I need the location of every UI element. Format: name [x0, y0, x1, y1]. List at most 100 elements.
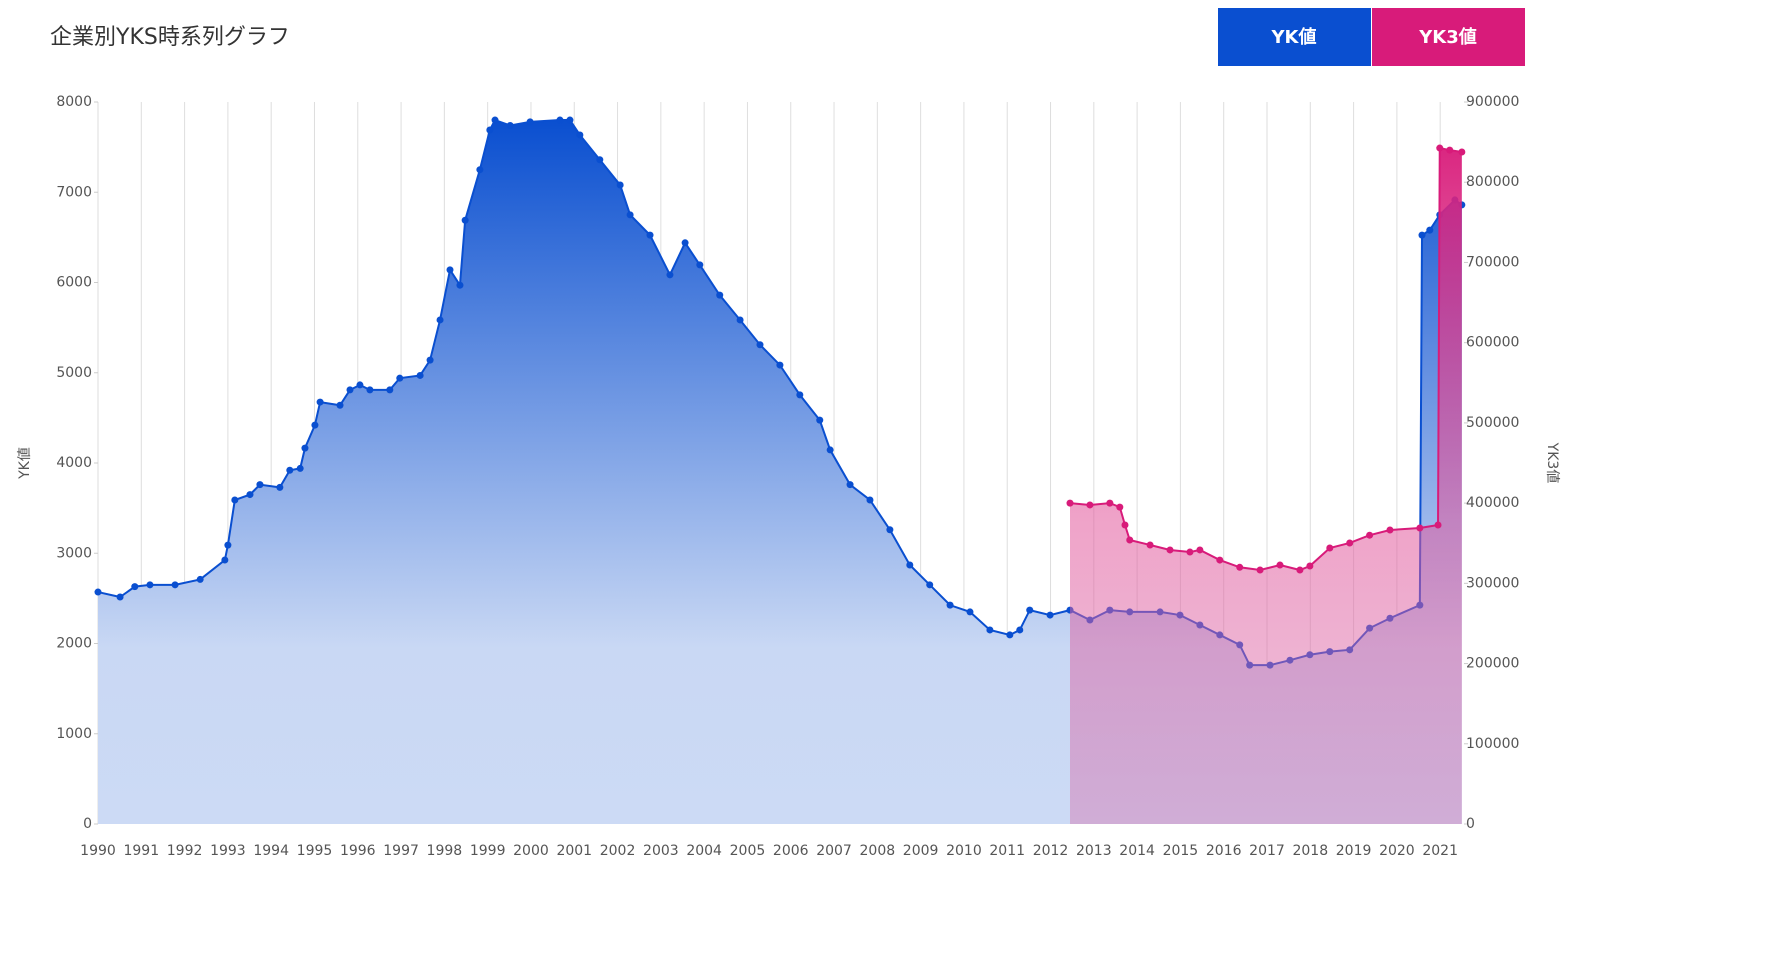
- y2-tick-label: 300000: [1466, 575, 1519, 591]
- data-point: [826, 446, 834, 454]
- data-point: [146, 581, 154, 589]
- area: [1070, 148, 1462, 825]
- x-tick-label: 2021: [1422, 843, 1458, 859]
- data-point: [1256, 566, 1264, 574]
- data-point: [736, 316, 744, 324]
- data-point: [1186, 548, 1194, 556]
- data-point: [1236, 563, 1244, 571]
- data-point: [486, 126, 494, 134]
- x-tick-label: 2020: [1379, 843, 1415, 859]
- data-point: [716, 291, 724, 299]
- data-point: [1436, 144, 1444, 152]
- y-tick-label: 4000: [56, 455, 92, 471]
- y-tick-label: 1000: [56, 726, 92, 742]
- data-point: [1346, 539, 1354, 547]
- data-point: [506, 121, 514, 129]
- data-point: [426, 356, 434, 364]
- data-point: [1426, 226, 1434, 234]
- data-point: [1086, 501, 1094, 509]
- data-point: [1146, 541, 1154, 549]
- data-point: [131, 583, 139, 591]
- data-point: [316, 398, 324, 406]
- x-tick-label: 2007: [816, 843, 852, 859]
- data-point: [1326, 544, 1334, 552]
- data-point: [666, 271, 674, 279]
- x-tick-label: 2013: [1076, 843, 1112, 859]
- data-point: [626, 211, 634, 219]
- data-point: [491, 116, 499, 124]
- data-point: [1446, 146, 1454, 154]
- data-point: [1196, 546, 1204, 554]
- x-tick-label: 2017: [1249, 843, 1285, 859]
- data-point: [986, 626, 994, 634]
- y2-tick-label: 900000: [1466, 94, 1519, 110]
- x-tick-label: 2002: [600, 843, 636, 859]
- chart-title: 企業別YKS時系列グラフ: [50, 25, 290, 50]
- y-tick-label: 8000: [56, 94, 92, 110]
- data-point: [1116, 503, 1124, 511]
- data-point: [1416, 524, 1424, 532]
- x-tick-label: 2018: [1292, 843, 1328, 859]
- data-point: [476, 166, 484, 174]
- x-tick-label: 1990: [80, 843, 116, 859]
- legend-label: YK3値: [1418, 26, 1477, 48]
- x-tick-label: 2010: [946, 843, 982, 859]
- data-point: [311, 421, 319, 429]
- data-point: [846, 481, 854, 489]
- data-point: [1121, 521, 1129, 529]
- data-point: [336, 401, 344, 409]
- legend-item[interactable]: YK3値: [1372, 8, 1525, 66]
- x-tick-label: 2012: [1033, 843, 1069, 859]
- data-point: [616, 181, 624, 189]
- data-point: [256, 481, 264, 489]
- data-point: [526, 118, 534, 126]
- y2-tick-label: 500000: [1466, 415, 1519, 431]
- data-point: [1306, 562, 1314, 570]
- y2-tick-label: 200000: [1466, 656, 1519, 672]
- x-tick-label: 1995: [297, 843, 333, 859]
- legend-label: YK値: [1271, 26, 1317, 48]
- y-tick-label: 7000: [56, 184, 92, 200]
- data-point: [1066, 499, 1074, 507]
- x-tick-label: 1991: [123, 843, 159, 859]
- data-point: [946, 601, 954, 609]
- data-point: [171, 581, 179, 589]
- x-tick-label: 2014: [1119, 843, 1155, 859]
- data-point: [1276, 561, 1284, 569]
- data-point: [296, 464, 304, 472]
- data-point: [1418, 231, 1426, 239]
- data-point: [286, 466, 294, 474]
- data-point: [416, 371, 424, 379]
- data-point: [301, 444, 309, 452]
- y2-tick-label: 400000: [1466, 495, 1519, 511]
- y2-tick-label: 800000: [1466, 174, 1519, 190]
- legend-item[interactable]: YK値: [1218, 8, 1371, 66]
- x-tick-label: 1993: [210, 843, 246, 859]
- y-tick-label: 0: [83, 816, 92, 832]
- data-point: [461, 216, 469, 224]
- y2-axis-title: YK3値: [1544, 442, 1560, 484]
- line: [1069, 146, 1462, 572]
- data-point: [1006, 631, 1014, 639]
- data-point: [926, 581, 934, 589]
- data-point: [1366, 531, 1374, 539]
- x-tick-label: 2011: [989, 843, 1025, 859]
- data-point: [246, 491, 254, 499]
- data-point: [576, 131, 584, 139]
- data-point: [356, 381, 364, 389]
- data-point: [1106, 499, 1114, 507]
- x-tick-label: 2005: [730, 843, 766, 859]
- y2-tick-label: 0: [1466, 816, 1475, 832]
- y2-tick-label: 700000: [1466, 254, 1519, 270]
- data-point: [1434, 521, 1442, 529]
- x-tick-label: 2004: [686, 843, 722, 859]
- data-point: [446, 266, 454, 274]
- data-point: [196, 575, 204, 583]
- x-tick-label: 1996: [340, 843, 376, 859]
- legend-swatch: [1218, 8, 1371, 66]
- data-point: [1216, 556, 1224, 564]
- x-tick-label: 2019: [1336, 843, 1372, 859]
- x-tick-label: 1998: [427, 843, 463, 859]
- data-point: [1026, 606, 1034, 614]
- data-point: [346, 386, 354, 394]
